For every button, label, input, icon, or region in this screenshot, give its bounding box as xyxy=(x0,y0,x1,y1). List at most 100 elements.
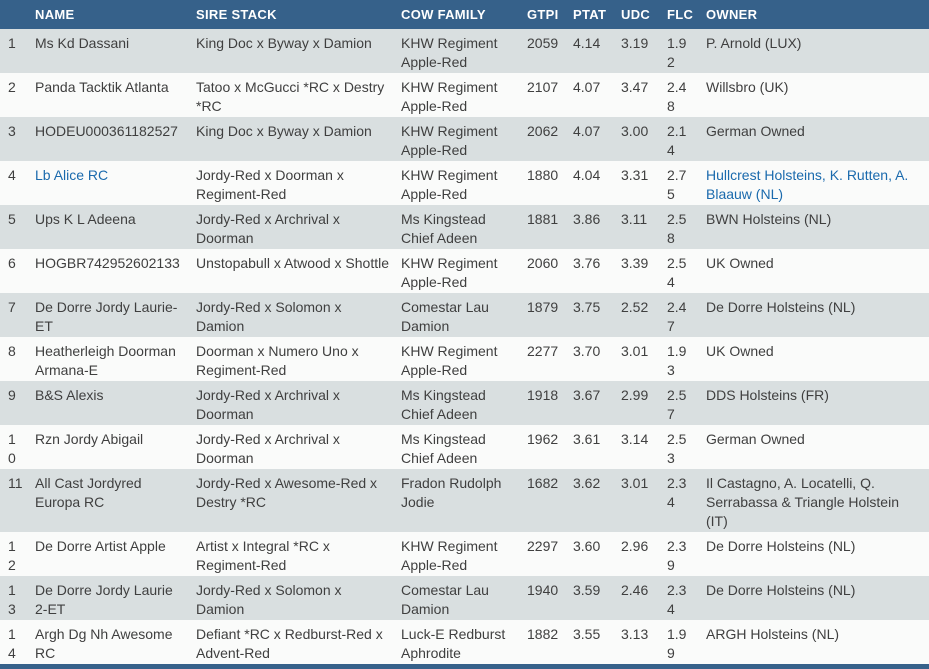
cell-sire-stack: Jordy-Red x Doorman x Regiment-Red xyxy=(196,167,344,202)
cell-gtpi: 1962 xyxy=(527,431,559,447)
cell-ptat: 4.07 xyxy=(573,123,601,139)
cell-gtpi: 1940 xyxy=(527,582,559,598)
cell-flc: 2.48 xyxy=(667,79,687,114)
cell-cow-family: Comestar Lau Damion xyxy=(401,299,489,334)
cell-rank: 10 xyxy=(8,431,16,466)
cell-sire-stack: Tatoo x McGucci *RC x Destry *RC xyxy=(196,79,385,114)
cell-owner: German Owned xyxy=(706,431,805,447)
cell-rank: 3 xyxy=(8,123,16,139)
cell-udc: 3.11 xyxy=(621,211,648,227)
cell-owner: ARGH Holsteins (NL) xyxy=(706,626,840,642)
cell-ptat: 3.59 xyxy=(573,582,601,598)
cell-flc: 2.57 xyxy=(667,387,687,422)
table-header: NAME SIRE STACK COW FAMILY GTPI PTAT UDC… xyxy=(0,0,929,29)
owner-link[interactable]: Hullcrest Holsteins, K. Rutten, A. Blaau… xyxy=(706,167,909,202)
cell-udc: 3.01 xyxy=(621,343,649,359)
cell-cow-family: KHW Regiment Apple-Red xyxy=(401,35,498,70)
cell-cow-family: KHW Regiment Apple-Red xyxy=(401,343,498,378)
cell-gtpi: 2297 xyxy=(527,538,559,554)
table-row: 8 Heatherleigh Doorman Armana-E Doorman x … xyxy=(0,337,929,381)
cell-cow-family: Fradon Rudolph Jodie xyxy=(401,475,502,510)
name-link[interactable]: Lb Alice RC xyxy=(35,167,109,183)
cell-owner: DDS Holsteins (FR) xyxy=(706,387,829,403)
cell-flc: 1.92 xyxy=(667,35,687,70)
cell-owner: De Dorre Holsteins (NL) xyxy=(706,538,856,554)
table-row: 7 De Dorre Jordy Laurie-ET Jordy-Red x Sol… xyxy=(0,293,929,337)
cell-owner: P. Arnold (LUX) xyxy=(706,35,802,51)
cell-cow-family: KHW Regiment Apple-Red xyxy=(401,255,498,290)
cell-cow-family: KHW Regiment Apple-Red xyxy=(401,167,498,202)
cell-udc: 3.39 xyxy=(621,255,649,271)
cell-ptat: 3.60 xyxy=(573,538,601,554)
cell-flc: 2.34 xyxy=(667,582,687,617)
cell-name: De Dorre Artist Apple xyxy=(35,538,166,554)
table-row: 13 De Dorre Jordy Laurie 2-ET Jordy-Red x … xyxy=(0,576,929,620)
cell-ptat: 3.76 xyxy=(573,255,601,271)
cell-owner: Il Castagno, A. Locatelli, Q. Serrabassa… xyxy=(706,475,899,529)
cell-flc: 1.99 xyxy=(667,626,687,661)
table-body: 1 Ms Kd Dassani King Doc x Byway x Damion K… xyxy=(0,29,929,664)
cell-owner: Hullcrest Holsteins, K. Rutten, A. Blaau… xyxy=(706,161,929,205)
cell-udc: 2.52 xyxy=(621,299,649,315)
cell-flc: 2.53 xyxy=(667,431,687,466)
column-header-udc: UDC xyxy=(621,0,667,29)
cell-name: All Cast Jordyred Europa RC xyxy=(35,475,142,510)
table-row: 2 Panda Tacktik Atlanta Tatoo x McGucci *R… xyxy=(0,73,929,117)
cell-udc: 2.96 xyxy=(621,538,649,554)
cell-rank: 14 xyxy=(8,626,16,661)
column-header-rank xyxy=(0,0,35,29)
next-section-header-edge xyxy=(0,664,929,669)
cell-cow-family: Comestar Lau Damion xyxy=(401,582,489,617)
cell-owner: UK Owned xyxy=(706,255,774,271)
cell-rank: 12 xyxy=(8,538,16,573)
cell-cow-family: Ms Kingstead Chief Adeen xyxy=(401,387,486,422)
cell-flc: 2.58 xyxy=(667,211,687,246)
cell-name: B&S Alexis xyxy=(35,387,104,403)
cell-name: Panda Tacktik Atlanta xyxy=(35,79,169,95)
cell-gtpi: 2059 xyxy=(527,35,559,51)
cell-udc: 3.14 xyxy=(621,431,649,447)
cell-udc: 3.19 xyxy=(621,35,649,51)
cell-udc: 3.47 xyxy=(621,79,649,95)
cell-name: Argh Dg Nh Awesome RC xyxy=(35,626,173,661)
cell-udc: 2.99 xyxy=(621,387,649,403)
cell-flc: 1.93 xyxy=(667,343,687,378)
table-row: 4 Lb Alice RC Jordy-Red x Doorman x Regime… xyxy=(0,161,929,205)
cell-owner: UK Owned xyxy=(706,343,774,359)
cell-flc: 2.14 xyxy=(667,123,687,158)
table-row: 3 HODEU000361182527 King Doc x Byway x Dam… xyxy=(0,117,929,161)
cell-ptat: 3.62 xyxy=(573,475,601,491)
table-row: 14 Argh Dg Nh Awesome RC Defiant *RC x Red… xyxy=(0,620,929,664)
cell-ptat: 3.67 xyxy=(573,387,601,403)
cell-rank: 4 xyxy=(8,167,16,183)
column-header-name: NAME xyxy=(35,0,196,29)
cell-gtpi: 1881 xyxy=(527,211,559,227)
column-header-cow-family: COW FAMILY xyxy=(401,0,527,29)
cell-sire-stack: Jordy-Red x Solomon x Damion xyxy=(196,299,342,334)
cell-owner: De Dorre Holsteins (NL) xyxy=(706,299,856,315)
cell-sire-stack: Jordy-Red x Archrival x Doorman xyxy=(196,431,340,466)
cell-gtpi: 1880 xyxy=(527,167,559,183)
cell-udc: 3.31 xyxy=(621,167,649,183)
cell-name: HOGBR742952602133 xyxy=(35,255,180,271)
cell-name: Ms Kd Dassani xyxy=(35,35,130,51)
cell-gtpi: 2277 xyxy=(527,343,559,359)
cell-ptat: 4.04 xyxy=(573,167,601,183)
cell-udc: 3.00 xyxy=(621,123,649,139)
cell-rank: 7 xyxy=(8,299,16,315)
cell-sire-stack: King Doc x Byway x Damion xyxy=(196,123,372,139)
cell-ptat: 3.75 xyxy=(573,299,601,315)
table-row: 5 Ups K L Adeena Jordy-Red x Archrival x D… xyxy=(0,205,929,249)
cell-name: De Dorre Jordy Laurie 2-ET xyxy=(35,582,173,617)
cell-sire-stack: Jordy-Red x Solomon x Damion xyxy=(196,582,342,617)
cell-udc: 3.13 xyxy=(621,626,649,642)
cell-cow-family: Luck-E Redburst Aphrodite xyxy=(401,626,506,661)
column-header-ptat: PTAT xyxy=(573,0,621,29)
cell-sire-stack: Jordy-Red x Archrival x Doorman xyxy=(196,387,340,422)
cell-name: Lb Alice RC xyxy=(35,161,196,205)
cell-sire-stack: Artist x Integral *RC x Regiment-Red xyxy=(196,538,330,573)
cell-cow-family: Ms Kingstead Chief Adeen xyxy=(401,431,486,466)
cell-owner: De Dorre Holsteins (NL) xyxy=(706,582,856,598)
cell-gtpi: 2060 xyxy=(527,255,559,271)
cell-flc: 2.39 xyxy=(667,538,687,573)
